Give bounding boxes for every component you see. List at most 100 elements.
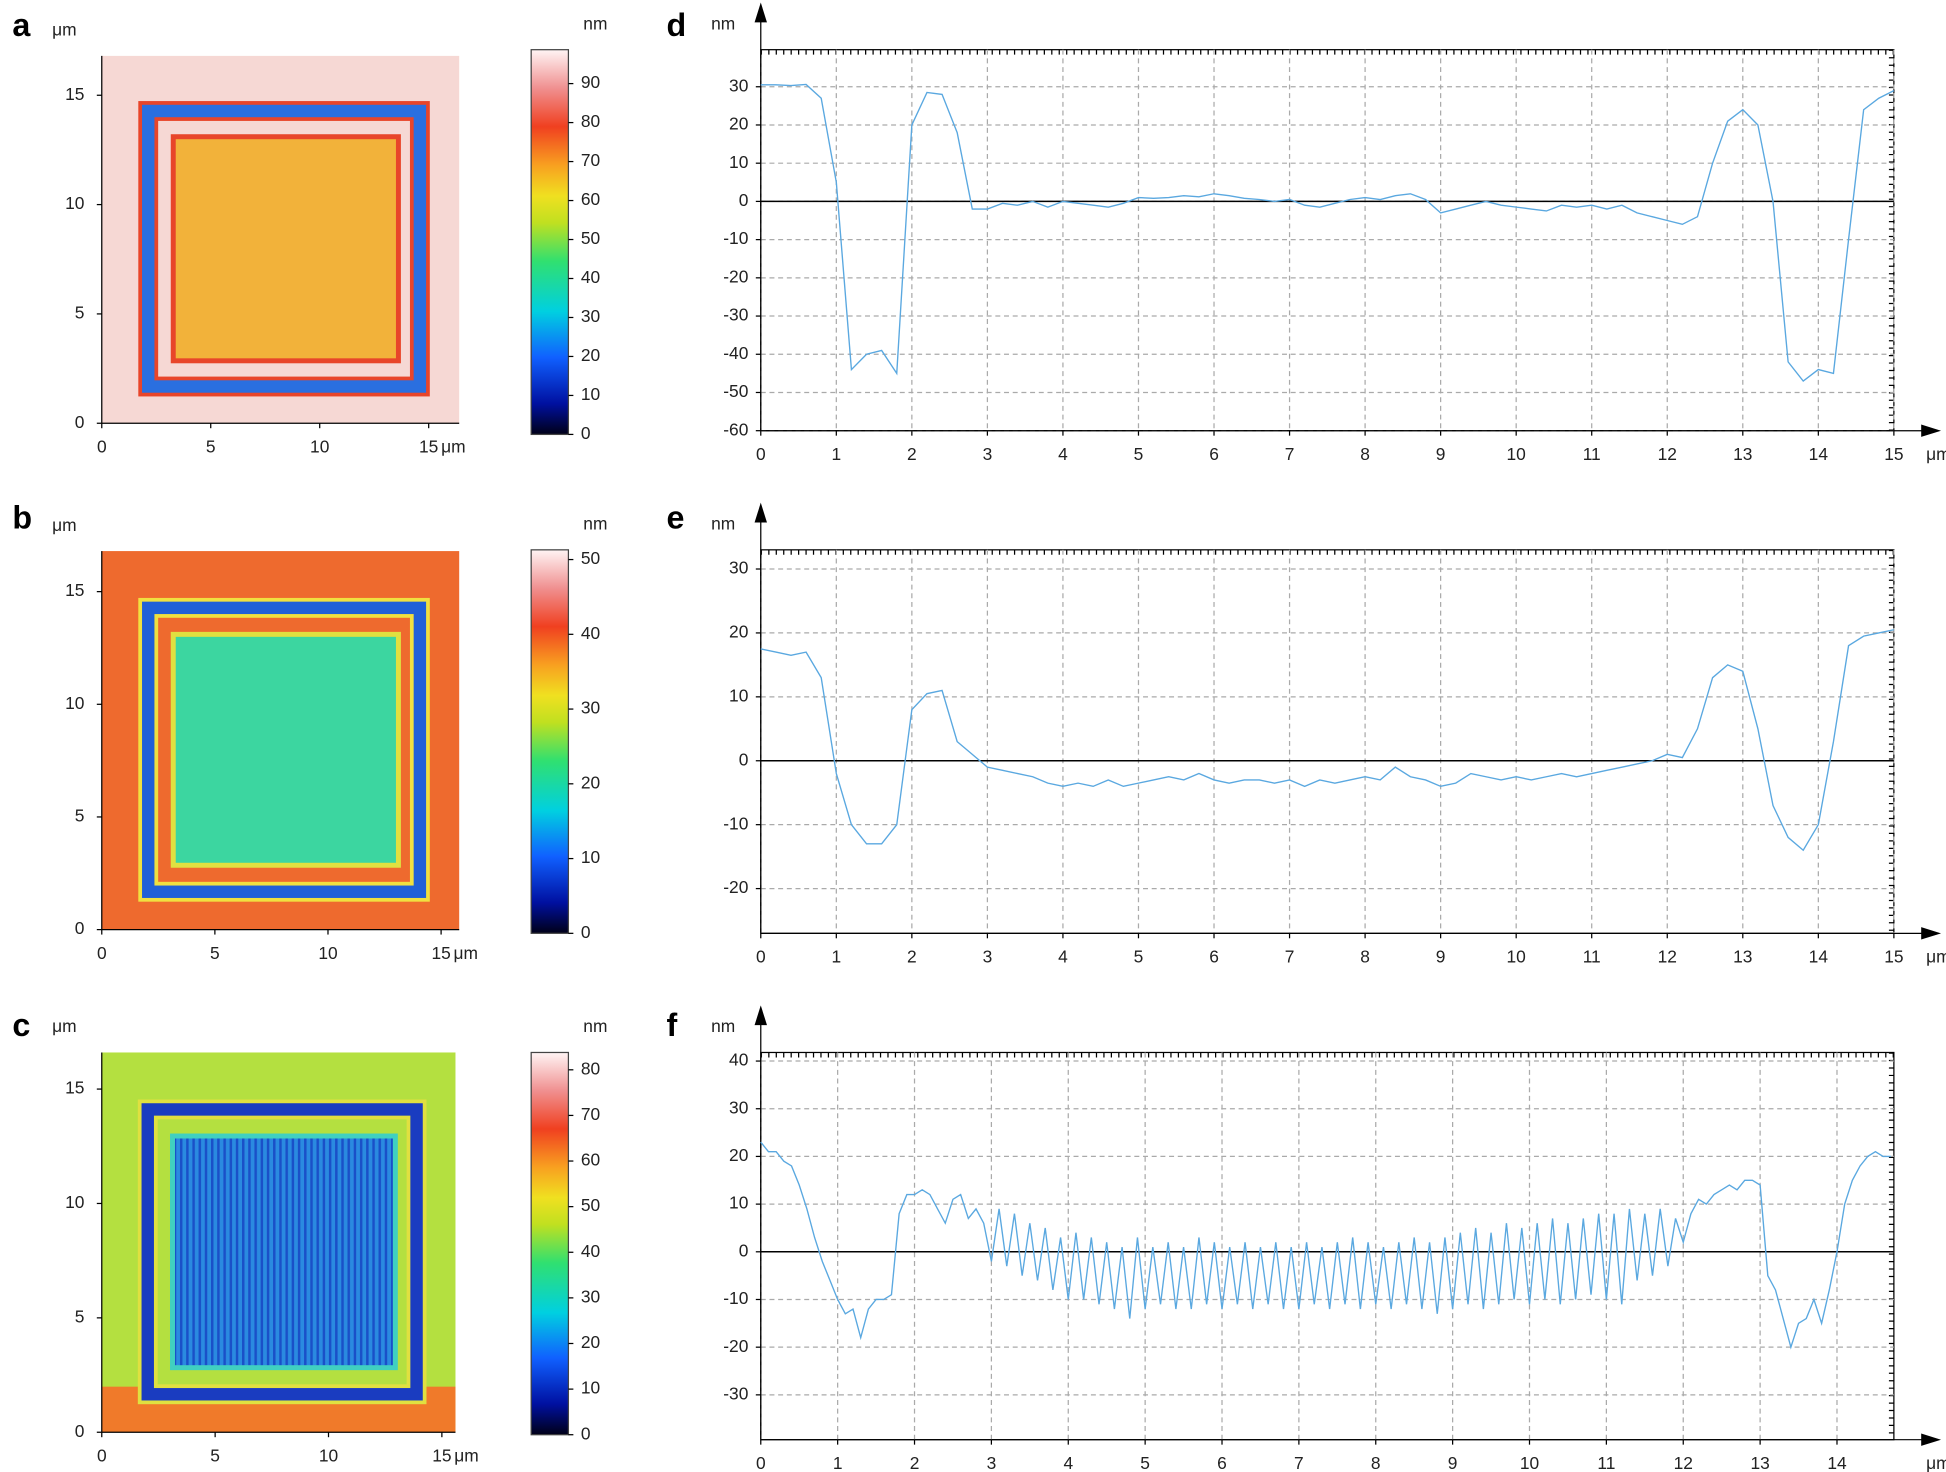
- colorbar-tick-label: 70: [581, 150, 600, 170]
- profile-line: [760, 1141, 1891, 1350]
- x-tick-label: 5: [210, 943, 220, 963]
- x-tick-label: 5: [1140, 1453, 1150, 1472]
- colorbar-tick-label: 30: [581, 1286, 600, 1306]
- x-unit: μm: [441, 437, 465, 457]
- y-tick-label: 30: [729, 558, 748, 578]
- y-unit: nm: [711, 1016, 735, 1036]
- y-tick-label: -30: [723, 1383, 748, 1403]
- x-tick-label: 8: [1360, 444, 1370, 464]
- x-tick-label: 0: [97, 1446, 107, 1466]
- colorbar-tick-label: 70: [581, 1104, 600, 1124]
- x-tick-label: 5: [210, 1446, 220, 1466]
- y-tick-label: -20: [723, 266, 748, 286]
- x-unit: μm: [1926, 444, 1946, 464]
- x-tick-label: 2: [910, 1453, 920, 1472]
- x-tick-label: 14: [1809, 444, 1829, 464]
- y-tick-label: 5: [75, 806, 85, 826]
- y-tick-label: 5: [75, 303, 85, 323]
- y-tick-label: -40: [723, 343, 748, 363]
- x-tick-label: 3: [987, 1453, 997, 1472]
- colorbar-tick-label: 80: [581, 111, 600, 131]
- colorbar-tick-label: 10: [581, 1378, 600, 1398]
- colorbar-label: nm: [583, 514, 607, 534]
- colorbar-tick-label: 40: [581, 267, 600, 287]
- y-tick-label: 10: [65, 1192, 84, 1212]
- panel-label: c: [12, 1007, 30, 1043]
- x-tick-label: 9: [1436, 444, 1446, 464]
- y-tick-label: -20: [723, 1336, 748, 1356]
- x-tick-label: 15: [431, 943, 450, 963]
- x-tick-label: 10: [318, 943, 337, 963]
- x-tick-label: 13: [1733, 947, 1752, 967]
- x-tick-label: 15: [419, 437, 438, 457]
- colorbar-tick-label: 30: [581, 306, 600, 326]
- y-tick-label: -30: [723, 305, 748, 325]
- colorbar-tick-label: 40: [581, 1241, 600, 1261]
- x-tick-label: 10: [1507, 444, 1526, 464]
- colorbar-tick-label: 0: [581, 423, 591, 443]
- x-tick-label: 6: [1209, 444, 1219, 464]
- colorbar-tick-label: 0: [581, 1423, 591, 1443]
- colorbar-tick-label: 50: [581, 548, 600, 568]
- arrowhead: [754, 1005, 767, 1026]
- y-tick-label: 10: [729, 152, 748, 172]
- x-tick-label: 1: [833, 1453, 843, 1472]
- x-tick-label: 0: [97, 437, 107, 457]
- y-tick-label: 20: [729, 114, 748, 134]
- plot-frame: [760, 1051, 1895, 1441]
- y-tick-label: 0: [75, 1421, 85, 1441]
- y-tick-label: -10: [723, 813, 748, 833]
- x-tick-label: 10: [319, 1446, 338, 1466]
- panel-label: b: [12, 500, 32, 536]
- x-tick-label: 11: [1583, 947, 1601, 967]
- y-tick-label: 0: [75, 918, 85, 938]
- colorbar-tick-label: 60: [581, 1150, 600, 1170]
- y-unit: μm: [52, 515, 76, 535]
- x-tick-label: 1: [831, 947, 841, 967]
- arrowhead: [754, 2, 767, 23]
- x-tick-label: 13: [1750, 1453, 1769, 1472]
- x-tick-label: 6: [1217, 1453, 1227, 1472]
- y-tick-label: 10: [729, 1193, 748, 1213]
- colorbar-tick-label: 10: [581, 384, 600, 404]
- x-tick-label: 15: [1884, 947, 1903, 967]
- colorbar-tick-label: 20: [581, 772, 600, 792]
- x-tick-label: 12: [1658, 947, 1677, 967]
- x-tick-label: 4: [1063, 1453, 1073, 1472]
- profile-line: [760, 83, 1895, 382]
- x-tick-label: 9: [1436, 947, 1446, 967]
- plot-frame: [760, 549, 1895, 934]
- arrowhead: [1921, 424, 1942, 437]
- y-tick-label: -60: [723, 419, 748, 439]
- y-unit: nm: [711, 514, 735, 534]
- colorbar-tick-label: 30: [581, 698, 600, 718]
- x-tick-label: 2: [907, 947, 917, 967]
- x-tick-label: 15: [1884, 444, 1903, 464]
- y-tick-label: 0: [739, 1240, 749, 1260]
- y-tick-label: 20: [729, 622, 748, 642]
- colorbar-tick-label: 40: [581, 623, 600, 643]
- panel-label: f: [666, 1007, 677, 1043]
- x-tick-label: 5: [1134, 947, 1144, 967]
- x-unit: μm: [1926, 1453, 1946, 1472]
- x-tick-label: 2: [907, 444, 917, 464]
- y-tick-label: 30: [729, 1097, 748, 1117]
- x-tick-label: 12: [1658, 444, 1677, 464]
- y-tick-label: -10: [723, 1288, 748, 1308]
- y-tick-label: 5: [75, 1306, 85, 1326]
- x-unit: μm: [454, 1446, 478, 1466]
- afm-inner-square: [170, 1133, 398, 1371]
- x-tick-label: 9: [1448, 1453, 1458, 1472]
- x-tick-label: 10: [1507, 947, 1526, 967]
- colorbar-tick-label: 50: [581, 1195, 600, 1215]
- afm-inner-square: [170, 631, 401, 868]
- x-tick-label: 0: [756, 947, 766, 967]
- colorbar: [530, 49, 570, 436]
- x-unit: μm: [1926, 947, 1946, 967]
- afm-inner-square: [170, 134, 401, 364]
- x-tick-label: 0: [756, 1453, 766, 1472]
- x-tick-label: 6: [1209, 947, 1219, 967]
- profile-line: [760, 629, 1895, 852]
